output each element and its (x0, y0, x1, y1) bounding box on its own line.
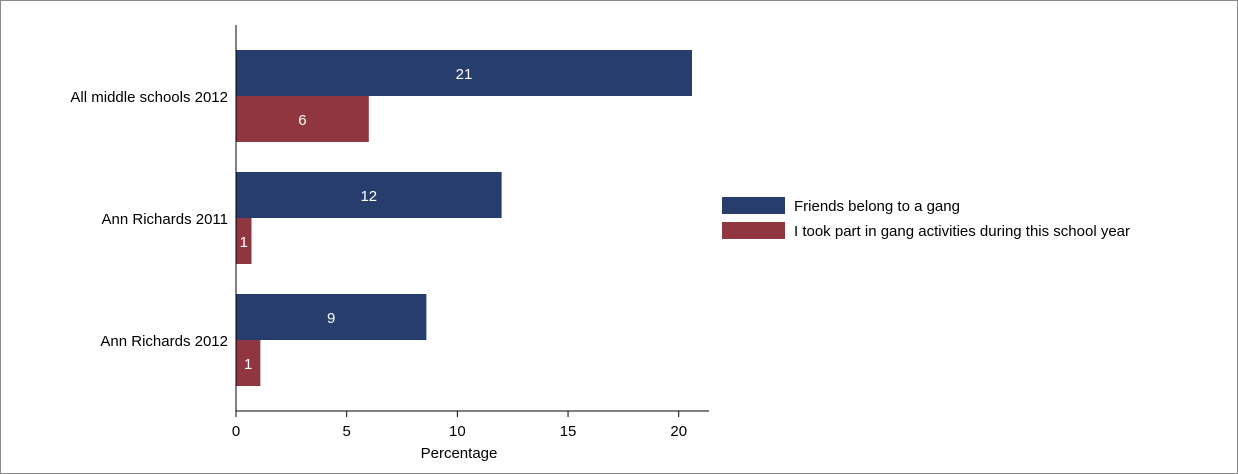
bar-1-2 (236, 172, 502, 218)
bar-value-label: 21 (456, 66, 473, 83)
bar-value-label: 6 (298, 112, 306, 129)
plot-area: 21 6 All middle schools 2012 12 1 Ann Richard… (70, 25, 709, 462)
bar-value-label: 9 (327, 310, 335, 327)
legend: Friends belong to a gang I took part in g… (722, 197, 1130, 240)
bar-2-2 (236, 218, 252, 264)
legend-label-2: I took part in gang activities during th… (794, 223, 1130, 240)
bar-value-label: 12 (360, 188, 377, 205)
x-tick-label: 5 (343, 423, 351, 440)
bar-2-3 (236, 340, 261, 386)
legend-label-1: Friends belong to a gang (794, 198, 960, 215)
bar-2-1 (236, 96, 369, 142)
legend-swatch-2 (722, 222, 785, 239)
bar-1-3 (236, 294, 427, 340)
bar-1-1 (236, 50, 692, 96)
x-axis-title: Percentage (421, 445, 498, 462)
x-tick-label: 0 (232, 423, 240, 440)
x-tick-label: 15 (560, 423, 577, 440)
bar-value-label: 1 (244, 356, 252, 373)
x-tick-label: 10 (449, 423, 466, 440)
legend-swatch-1 (722, 197, 785, 214)
category-label: Ann Richards 2011 (102, 211, 228, 228)
x-tick-label: 20 (670, 423, 687, 440)
category-label: All middle schools 2012 (70, 89, 228, 106)
bar-value-label: 1 (240, 234, 248, 251)
category-label: Ann Richards 2012 (100, 333, 228, 350)
